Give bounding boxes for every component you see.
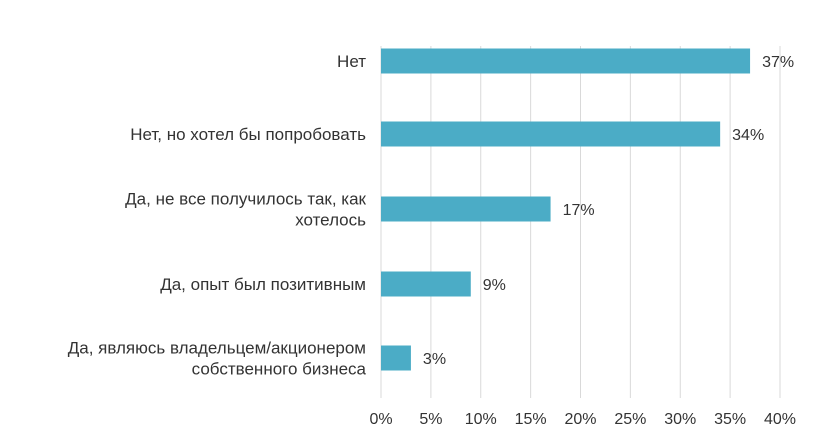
x-tick-label: 10% — [465, 411, 497, 428]
category-label: Нет, но хотел бы попробовать — [130, 125, 366, 144]
value-labels: 37% 34% 17% 9% 3% — [423, 54, 794, 368]
x-tick-label: 40% — [764, 411, 796, 428]
bar-value-label: 34% — [732, 127, 764, 144]
bar — [381, 271, 471, 297]
bars — [381, 48, 751, 371]
bar-value-label: 37% — [762, 54, 794, 71]
x-tick-label: 15% — [515, 411, 547, 428]
category-label: Да, не все получилось так, как — [125, 190, 366, 209]
bar — [381, 121, 721, 147]
x-tick-label: 35% — [714, 411, 746, 428]
category-label: Да, являюсь владельцем/акционером — [68, 339, 366, 358]
grid-lines — [380, 46, 781, 398]
category-label: Нет — [337, 52, 366, 71]
x-tick-label: 5% — [419, 411, 442, 428]
bar-value-label: 17% — [563, 202, 595, 219]
x-tick-label: 30% — [664, 411, 696, 428]
x-tick-label: 20% — [564, 411, 596, 428]
category-labels: Нет Нет, но хотел бы попробовать Да, не вс… — [68, 52, 367, 379]
category-label: Да, опыт был позитивным — [160, 275, 366, 294]
bar — [381, 48, 751, 74]
category-label: хотелось — [295, 211, 366, 230]
x-axis-tick-labels: 0% 5% 10% 15% 20% 25% 30% 35% 40% — [369, 411, 796, 428]
x-tick-label: 25% — [614, 411, 646, 428]
bar — [381, 196, 551, 222]
bar-value-label: 9% — [483, 277, 506, 294]
bar-value-label: 3% — [423, 351, 446, 368]
x-tick-label: 0% — [369, 411, 392, 428]
category-label: собственного бизнеса — [192, 360, 367, 379]
bar — [381, 345, 411, 371]
